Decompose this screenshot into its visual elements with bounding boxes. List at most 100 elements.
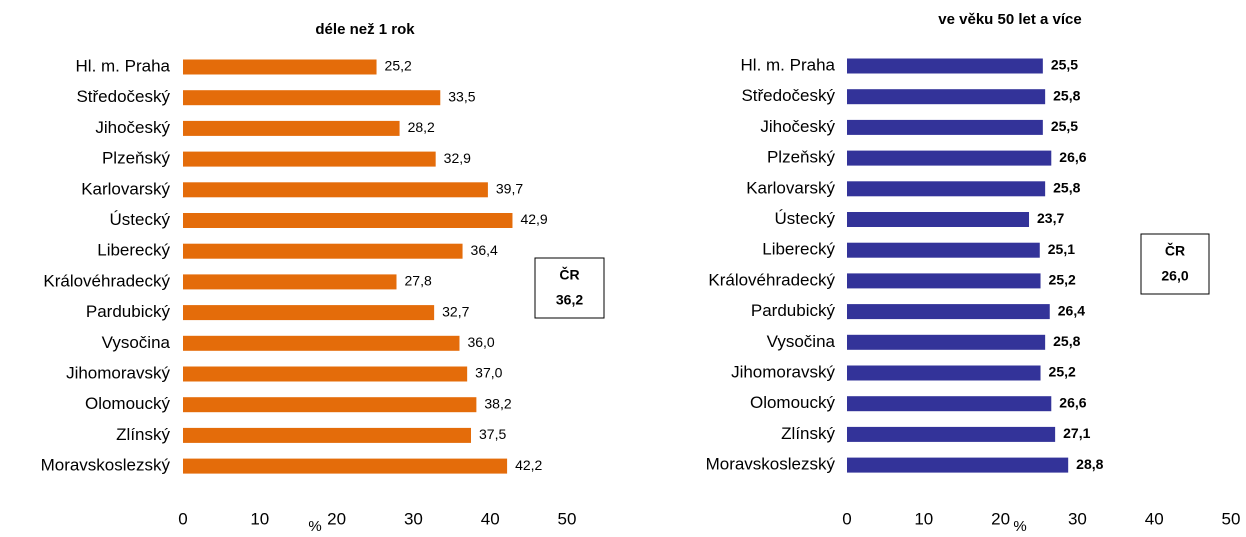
value-label: 28,8 [1076, 456, 1103, 472]
bar [183, 151, 436, 167]
bar [847, 334, 1046, 350]
value-label: 26,6 [1059, 149, 1086, 165]
value-label: 37,0 [475, 365, 502, 381]
bar [183, 182, 488, 198]
annotation-text: ČR [1165, 242, 1185, 259]
bar [183, 274, 397, 290]
bar [183, 213, 513, 228]
category-label: Plzeňský [102, 149, 171, 168]
category-label: Karlovarský [81, 179, 170, 198]
bar [183, 335, 460, 351]
bar [847, 365, 1041, 381]
value-label: 28,2 [408, 119, 435, 135]
x-tick-label: 10 [914, 509, 933, 528]
value-label: 25,2 [1049, 364, 1076, 380]
value-label: 25,5 [1051, 118, 1078, 134]
value-label: 25,2 [385, 58, 412, 74]
bar [183, 427, 471, 443]
bar [183, 59, 377, 75]
annotation-box [1140, 233, 1210, 295]
value-label: 38,2 [484, 395, 511, 411]
value-label: 25,8 [1053, 180, 1080, 196]
x-tick-label: 40 [1145, 509, 1164, 528]
bar [183, 366, 468, 382]
value-label: 37,5 [479, 426, 506, 442]
chart-title: ve věku 50 let a více [938, 11, 1081, 28]
value-label: 32,9 [444, 150, 471, 166]
category-label: Olomoucký [85, 394, 171, 413]
category-label: Liberecký [762, 240, 835, 259]
bar [183, 397, 477, 413]
value-label: 26,4 [1058, 302, 1085, 318]
category-label: Ústecký [775, 209, 836, 228]
value-label: 25,8 [1053, 87, 1080, 103]
x-tick-label: 40 [481, 509, 500, 528]
bar [847, 181, 1046, 197]
x-axis-label: % [1013, 518, 1026, 535]
annotation-text: ČR [559, 266, 579, 283]
category-label: Karlovarský [746, 178, 835, 197]
bar [847, 242, 1040, 258]
x-tick-label: 50 [1222, 509, 1241, 528]
category-label: Liberecký [97, 241, 170, 260]
category-label: Moravskoslezský [706, 455, 836, 474]
value-label: 42,2 [515, 457, 542, 473]
value-label: 27,8 [405, 273, 432, 289]
bar [847, 150, 1052, 166]
bar [847, 273, 1041, 289]
value-label: 25,1 [1048, 241, 1075, 257]
x-tick-label: 0 [842, 509, 851, 528]
category-label: Jihočeský [95, 118, 170, 137]
bar [847, 457, 1069, 473]
value-label: 23,7 [1037, 210, 1064, 226]
value-label: 36,0 [467, 334, 494, 350]
category-label: Jihomoravský [731, 362, 835, 381]
category-label: Královéhradecký [708, 270, 835, 289]
x-tick-label: 10 [250, 509, 269, 528]
annotation-box [534, 257, 605, 319]
value-label: 27,1 [1063, 425, 1090, 441]
x-tick-label: 20 [327, 509, 346, 528]
category-label: Hl. m. Praha [76, 56, 171, 75]
bar [183, 305, 435, 321]
x-tick-label: 20 [991, 509, 1010, 528]
category-label: Zlínský [116, 425, 170, 444]
category-label: Plzeňský [767, 148, 836, 167]
value-label: 33,5 [448, 88, 475, 104]
value-label: 25,2 [1049, 272, 1076, 288]
category-label: Hl. m. Praha [741, 55, 836, 74]
category-label: Pardubický [86, 302, 171, 321]
value-label: 42,9 [520, 211, 547, 227]
bar [847, 89, 1046, 105]
value-label: 36,4 [471, 242, 498, 258]
bar [847, 426, 1056, 442]
category-label: Olomoucký [750, 393, 836, 412]
bar [847, 58, 1043, 74]
category-label: Jihočeský [760, 117, 835, 136]
x-axis-label: % [308, 518, 321, 535]
category-label: Vysočina [102, 333, 171, 352]
category-label: Středočeský [76, 87, 170, 106]
category-label: Středočeský [741, 86, 835, 105]
category-label: Zlínský [781, 424, 835, 443]
category-label: Královéhradecký [43, 271, 170, 290]
x-tick-label: 50 [558, 509, 577, 528]
bar [847, 396, 1052, 412]
value-label: 25,5 [1051, 57, 1078, 73]
category-label: Jihomoravský [66, 363, 170, 382]
bar [847, 212, 1030, 227]
value-label: 25,8 [1053, 333, 1080, 349]
value-label: 32,7 [442, 303, 469, 319]
x-tick-label: 30 [1068, 509, 1087, 528]
bar [183, 120, 400, 136]
category-label: Pardubický [751, 301, 836, 320]
value-label: 26,6 [1059, 394, 1086, 410]
x-tick-label: 30 [404, 509, 423, 528]
annotation-text: 26,0 [1161, 268, 1188, 284]
bar [183, 90, 441, 106]
annotation-text: 36,2 [556, 292, 583, 308]
category-label: Ústecký [110, 210, 171, 229]
x-tick-label: 0 [178, 509, 187, 528]
category-label: Vysočina [767, 332, 836, 351]
